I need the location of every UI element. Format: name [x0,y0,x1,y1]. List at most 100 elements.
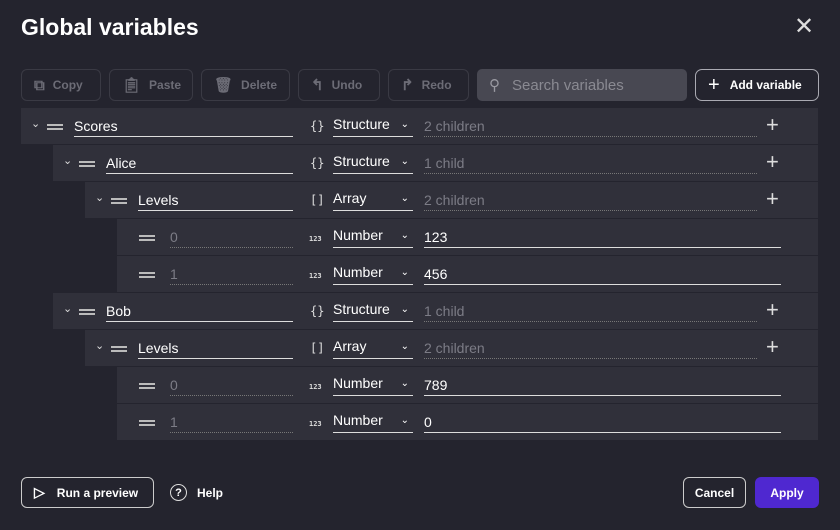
variable-name-field[interactable]: Scores [74,118,293,137]
paste-button[interactable]: 📋︎ Paste [109,69,193,101]
add-child-icon[interactable]: + [766,186,779,211]
number-type-icon: 123 [309,272,322,280]
close-icon[interactable]: ✕ [793,13,815,40]
search-icon: ⚲ [489,77,500,94]
copy-label: Copy [52,78,83,92]
delete-button[interactable]: 🗑︎ Delete [201,69,290,101]
drag-handle-icon[interactable] [79,309,95,315]
variable-row: ⌄ Levels [] Array ⌄ 2 children + [85,330,818,366]
variable-name-field[interactable]: 1 [170,266,293,285]
variable-row: 0 123 Number ⌄ 123 [117,219,818,255]
chevron-down-icon[interactable]: ⌄ [63,155,73,167]
type-label: Array [333,190,367,206]
chevron-down-icon: ⌄ [400,341,409,352]
chevron-down-icon[interactable]: ⌄ [31,118,41,130]
delete-label: Delete [241,78,278,92]
chevron-down-icon: ⌄ [400,304,409,315]
search-input[interactable] [512,76,672,94]
row-fields: 123 Number ⌄ 789 [0,367,840,403]
chevron-down-icon: ⌄ [400,119,409,130]
type-select[interactable]: Array ⌄ [333,338,413,359]
play-icon: ▷ [34,484,45,500]
cancel-button[interactable]: Cancel [683,477,746,508]
type-select[interactable]: Number ⌄ [333,264,413,285]
type-select[interactable]: Structure ⌄ [333,301,413,322]
type-label: Structure [333,153,390,169]
chevron-down-icon: ⌄ [400,230,409,241]
number-type-icon: 123 [309,235,322,243]
redo-button[interactable]: ↱ Redo [388,69,469,101]
chevron-down-icon[interactable]: ⌄ [95,192,105,204]
paste-label: Paste [149,78,182,92]
children-summary: 2 children [424,192,757,211]
drag-handle-icon[interactable] [111,198,127,204]
undo-label: Undo [331,78,363,92]
chevron-down-icon: ⌄ [400,193,409,204]
variable-name-field[interactable]: 1 [170,414,293,433]
drag-handle-icon[interactable] [139,383,155,389]
type-select[interactable]: Structure ⌄ [333,116,413,137]
type-select[interactable]: Number ⌄ [333,412,413,433]
variable-row: ⌄ Levels [] Array ⌄ 2 children + [85,182,818,218]
redo-icon: ↱ [401,77,414,94]
variable-name-field[interactable]: Levels [138,340,293,359]
undo-button[interactable]: ↰ Undo [298,69,380,101]
apply-button[interactable]: Apply [755,477,819,508]
type-select[interactable]: Array ⌄ [333,190,413,211]
drag-handle-icon[interactable] [79,161,95,167]
type-label: Structure [333,301,390,317]
add-child-icon[interactable]: + [766,334,779,359]
toolbar: ⧉ Copy 📋︎ Paste 🗑︎ Delete ↰ Undo ↱ Redo ⚲ + Ad… [21,69,819,101]
drag-handle-icon[interactable] [139,272,155,278]
row-fields: [] Array ⌄ 2 children + [0,182,840,218]
add-variable-label: Add variable [729,78,802,92]
drag-handle-icon[interactable] [47,124,63,130]
variable-name-field[interactable]: 0 [170,377,293,396]
structure-type-icon: {} [310,119,325,133]
drag-handle-icon[interactable] [139,235,155,241]
help-button[interactable]: ? Help [170,477,223,508]
add-child-icon[interactable]: + [766,297,779,322]
search-box: ⚲ [477,69,687,101]
value-field[interactable]: 789 [424,377,781,396]
type-label: Number [333,375,383,391]
value-field[interactable]: 456 [424,266,781,285]
type-select[interactable]: Structure ⌄ [333,153,413,174]
clipboard-icon: 📋︎ [122,77,142,94]
array-type-icon: [] [310,193,325,207]
structure-type-icon: {} [310,156,325,170]
type-label: Number [333,412,383,428]
row-fields: 123 Number ⌄ 0 [0,404,840,440]
array-type-icon: [] [310,341,325,355]
variable-name-field[interactable]: Bob [106,303,293,322]
drag-handle-icon[interactable] [111,346,127,352]
row-fields: {} Structure ⌄ 1 child + [0,145,840,181]
structure-type-icon: {} [310,304,325,318]
type-select[interactable]: Number ⌄ [333,227,413,248]
variable-name-field[interactable]: Alice [106,155,293,174]
add-variable-button[interactable]: + Add variable [695,69,819,101]
value-field[interactable]: 0 [424,414,781,433]
chevron-down-icon[interactable]: ⌄ [95,340,105,352]
variable-row: ⌄ Scores {} Structure ⌄ 2 children + [21,108,818,144]
variable-row: ⌄ Bob {} Structure ⌄ 1 child + [53,293,818,329]
help-label: Help [197,485,224,500]
type-select[interactable]: Number ⌄ [333,375,413,396]
row-fields: {} Structure ⌄ 2 children + [0,108,840,144]
children-summary: 1 child [424,303,757,322]
children-summary: 2 children [424,118,757,137]
chevron-down-icon: ⌄ [400,415,409,426]
add-child-icon[interactable]: + [766,149,779,174]
trash-icon: 🗑︎ [214,77,234,94]
variable-name-field[interactable]: 0 [170,229,293,248]
variable-name-field[interactable]: Levels [138,192,293,211]
type-label: Array [333,338,367,354]
redo-label: Redo [421,78,452,92]
value-field[interactable]: 123 [424,229,781,248]
dialog-title: Global variables [21,14,199,40]
copy-button[interactable]: ⧉ Copy [21,69,101,101]
add-child-icon[interactable]: + [766,112,779,137]
run-preview-button[interactable]: ▷ Run a preview [21,477,154,508]
chevron-down-icon[interactable]: ⌄ [63,303,73,315]
drag-handle-icon[interactable] [139,420,155,426]
